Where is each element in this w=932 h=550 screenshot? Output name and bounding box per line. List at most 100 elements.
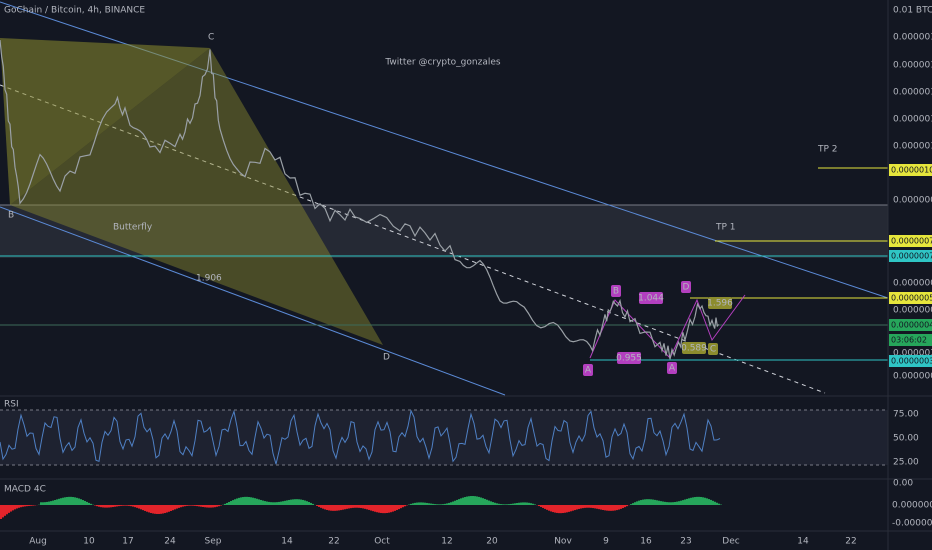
price-label: 0.00000130: [893, 88, 932, 98]
macd-bar: [600, 505, 602, 510]
macd-bar: [104, 505, 106, 508]
macd-bar: [400, 505, 402, 509]
macd-bar: [128, 505, 130, 506]
macd-bar: [298, 499, 300, 505]
macd-bar: [174, 505, 176, 510]
macd-bar: [168, 505, 170, 512]
macd-bar: [456, 499, 458, 505]
macd-bar: [292, 499, 294, 505]
macd-bar: [212, 505, 214, 508]
macd-bar: [180, 505, 182, 508]
macd-bar: [320, 505, 322, 508]
macd-label: -0.00000010: [892, 519, 932, 529]
pattern-tag: [681, 281, 691, 293]
macd-bar: [548, 505, 550, 511]
macd-bar: [532, 503, 534, 505]
rsi-label: 0.00: [893, 479, 913, 489]
macd-bar: [244, 496, 246, 505]
price-tag: [889, 334, 932, 346]
macd-bar: [678, 501, 680, 505]
macd-bar: [288, 499, 290, 505]
macd-bar: [666, 502, 668, 505]
macd-bar: [336, 505, 338, 511]
macd-bar: [340, 505, 342, 511]
macd-bar: [380, 505, 382, 513]
annotation: Twitter @crypto_gonzales: [384, 58, 500, 68]
macd-bar: [498, 503, 500, 505]
time-label: Nov: [554, 537, 572, 547]
macd-bar: [394, 505, 396, 511]
macd-bar: [176, 505, 178, 509]
macd-bar: [506, 504, 508, 505]
macd-bar: [524, 502, 526, 505]
macd-bar: [210, 505, 212, 508]
macd-bar: [134, 505, 136, 508]
macd-bar: [264, 501, 266, 505]
macd-bar: [402, 505, 404, 508]
macd-bar: [306, 501, 308, 505]
macd-bar: [112, 505, 114, 508]
macd-bar: [398, 505, 400, 510]
target: TP 1: [715, 223, 736, 233]
macd-bar: [430, 503, 432, 505]
macd-bar: [258, 499, 260, 505]
macd-bar: [46, 501, 48, 505]
macd-bar: [316, 505, 318, 506]
macd-bar: [424, 502, 426, 505]
macd-bar: [158, 505, 160, 514]
macd-bar: [52, 500, 54, 505]
macd-bar: [72, 497, 74, 505]
macd-bar: [254, 498, 256, 505]
macd-bar: [492, 502, 494, 505]
macd-bar: [632, 503, 634, 505]
price-path: [0, 39, 720, 360]
macd-bar: [160, 505, 162, 514]
macd-bar: [126, 505, 128, 506]
macd-bar: [556, 505, 558, 513]
macd-bar: [296, 499, 298, 505]
rsi-label: 25.00: [893, 458, 919, 468]
pattern-tag: [611, 285, 621, 297]
macd-bar: [28, 505, 30, 506]
time-label: 20: [486, 537, 498, 547]
macd-bar: [8, 505, 10, 513]
macd-bar: [196, 505, 198, 507]
macd-bar: [150, 505, 152, 514]
macd-bar: [384, 505, 386, 514]
macd-bar: [680, 500, 682, 505]
pattern-tag: [708, 343, 718, 355]
macd-bar: [624, 505, 626, 508]
macd-bar: [14, 505, 16, 510]
time-label: 16: [640, 537, 652, 547]
macd-bar: [202, 505, 204, 508]
macd-bar: [386, 505, 388, 514]
macd-bar: [2, 505, 4, 518]
price-tag: [889, 250, 932, 262]
macd-bar: [668, 502, 670, 505]
macd-bar: [488, 500, 490, 505]
macd-bar: [480, 497, 482, 505]
price-tag: [889, 164, 932, 176]
price-tag-label: 0.00000075: [891, 237, 932, 246]
macd-bar: [252, 497, 254, 505]
macd-bar: [500, 504, 502, 505]
macd-bar: [510, 503, 512, 505]
macd-bar: [414, 502, 416, 505]
time-label: 22: [845, 537, 856, 547]
macd-bar: [698, 496, 700, 505]
time-label: 9: [603, 537, 609, 547]
macd-bar: [236, 498, 238, 505]
macd-name: MACD 4C: [4, 485, 46, 495]
macd-bar: [280, 501, 282, 505]
macd-bar: [274, 502, 276, 505]
macd-bar: [650, 499, 652, 505]
price-label: 0.0000034: [893, 349, 932, 359]
macd-bar: [672, 502, 674, 505]
macd-bar: [718, 503, 720, 505]
time-label: 12: [441, 537, 452, 547]
macd-bar: [482, 498, 484, 505]
time-label: Dec: [722, 537, 739, 547]
macd-bar: [90, 503, 92, 505]
macd-bar: [550, 505, 552, 512]
macd-bar: [162, 505, 164, 514]
